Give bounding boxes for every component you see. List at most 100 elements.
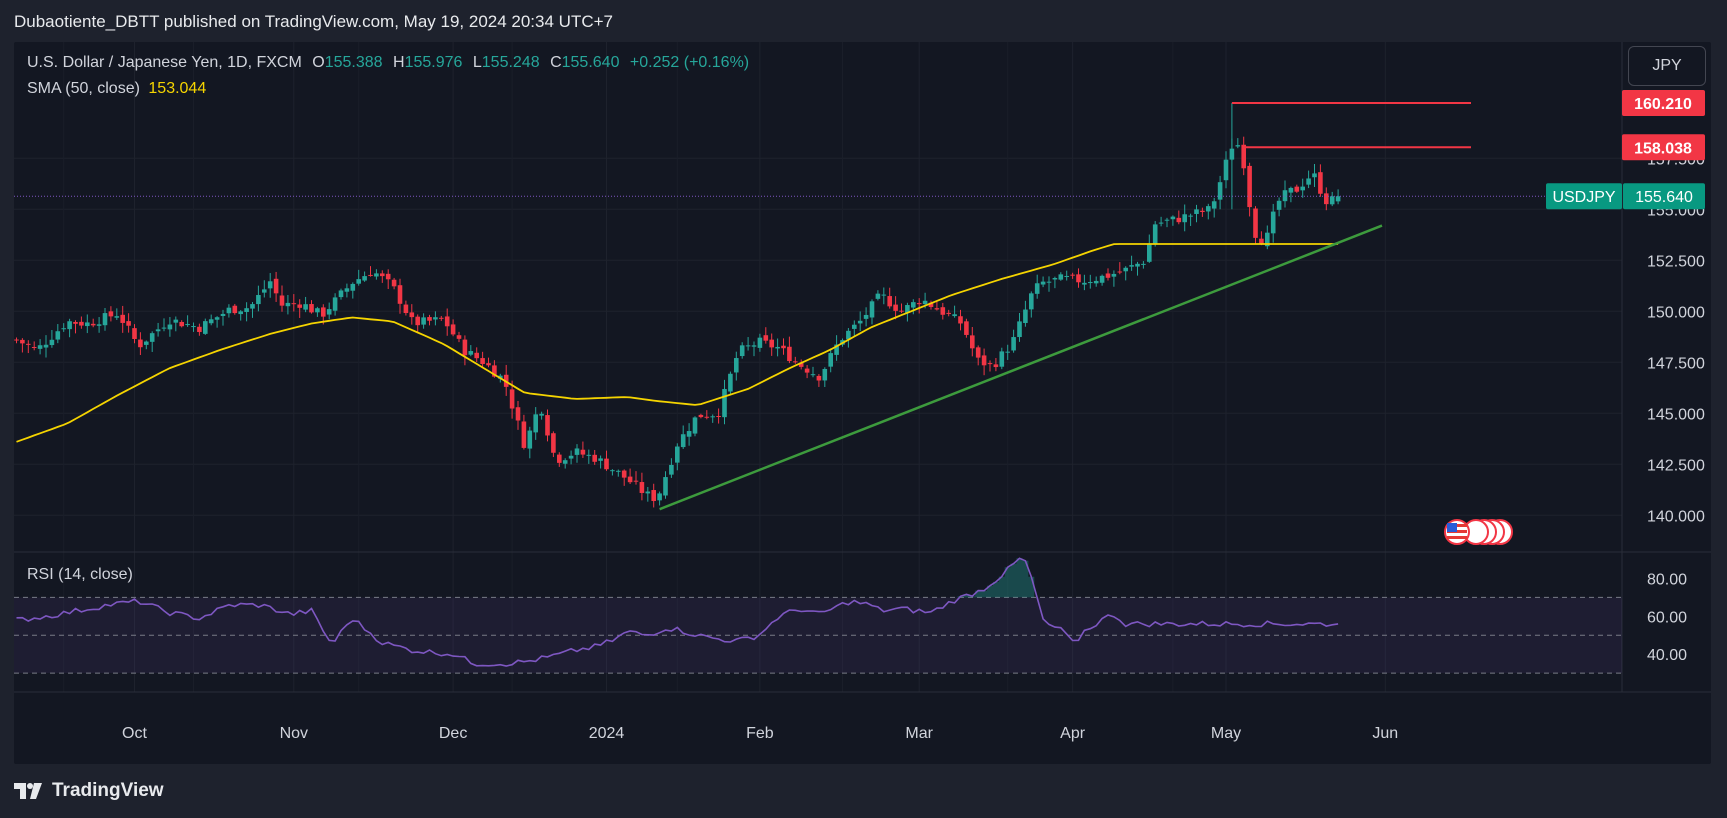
candle[interactable] — [1288, 187, 1294, 193]
candle[interactable] — [362, 276, 367, 281]
candle[interactable] — [905, 305, 910, 313]
candle[interactable] — [1170, 216, 1176, 220]
candle[interactable] — [999, 351, 1005, 367]
candle[interactable] — [787, 346, 792, 362]
candle[interactable] — [1335, 196, 1341, 202]
candle[interactable] — [1182, 214, 1187, 223]
candle[interactable] — [781, 345, 786, 349]
candle[interactable] — [468, 351, 474, 355]
candle[interactable] — [90, 323, 96, 326]
candle[interactable] — [385, 273, 391, 280]
candle[interactable] — [1123, 267, 1128, 272]
candle[interactable] — [1064, 275, 1069, 277]
candle[interactable] — [380, 273, 385, 277]
candle[interactable] — [332, 297, 338, 311]
candle[interactable] — [285, 302, 291, 307]
candle[interactable] — [993, 364, 999, 368]
candle[interactable] — [1300, 186, 1305, 191]
candle[interactable] — [1099, 275, 1105, 283]
candle[interactable] — [857, 320, 863, 324]
candle[interactable] — [1129, 265, 1134, 267]
candle[interactable] — [1164, 219, 1170, 221]
candle[interactable] — [545, 415, 550, 436]
candle[interactable] — [568, 455, 574, 459]
candle[interactable] — [61, 328, 66, 330]
candle[interactable] — [633, 480, 639, 482]
candle[interactable] — [1282, 190, 1288, 202]
candle[interactable] — [757, 337, 763, 348]
candle[interactable] — [940, 307, 946, 315]
candle[interactable] — [946, 312, 951, 314]
candle[interactable] — [96, 324, 102, 326]
candle[interactable] — [804, 368, 810, 373]
candle[interactable] — [262, 289, 267, 293]
price-label-158038[interactable]: 158.038 — [1622, 134, 1705, 161]
candle[interactable] — [981, 355, 987, 366]
candle[interactable] — [244, 308, 249, 312]
candle[interactable] — [67, 321, 72, 330]
candle[interactable] — [20, 339, 25, 344]
candle[interactable] — [881, 294, 887, 296]
chart-frame[interactable]: 140.000 142.500 145.000 147.500 150.000 152.5… — [14, 42, 1711, 764]
candle[interactable] — [899, 310, 904, 312]
candle[interactable] — [521, 421, 527, 448]
candle[interactable] — [356, 279, 361, 284]
candle[interactable] — [698, 414, 704, 418]
candle[interactable] — [1017, 321, 1022, 338]
candle[interactable] — [739, 345, 745, 357]
candle[interactable] — [893, 304, 898, 311]
candle[interactable] — [734, 358, 739, 373]
candle[interactable] — [1270, 211, 1276, 234]
candle[interactable] — [509, 389, 515, 409]
candle[interactable] — [267, 281, 273, 289]
candle[interactable] — [846, 330, 851, 340]
candle[interactable] — [728, 373, 733, 392]
candle[interactable] — [1217, 182, 1223, 200]
candle[interactable] — [616, 470, 621, 472]
candle[interactable] — [179, 321, 184, 327]
candle[interactable] — [1206, 206, 1211, 212]
candle[interactable] — [627, 476, 633, 483]
candle[interactable] — [1158, 222, 1164, 224]
candle[interactable] — [409, 312, 415, 318]
candle[interactable] — [403, 304, 409, 314]
candle[interactable] — [326, 309, 332, 315]
candle[interactable] — [987, 363, 993, 365]
candle[interactable] — [810, 374, 816, 376]
candle[interactable] — [43, 344, 49, 348]
candle[interactable] — [1176, 217, 1182, 223]
candle[interactable] — [763, 335, 769, 341]
candle[interactable] — [226, 307, 232, 314]
candle[interactable] — [598, 458, 603, 461]
candle[interactable] — [161, 327, 167, 329]
candle[interactable] — [1093, 280, 1099, 284]
candle[interactable] — [1194, 209, 1199, 214]
candle[interactable] — [716, 415, 721, 417]
event-flag-icon[interactable] — [1444, 519, 1513, 545]
candle[interactable] — [338, 290, 344, 298]
candle[interactable] — [14, 339, 19, 341]
candle[interactable] — [374, 273, 379, 277]
candle[interactable] — [315, 308, 320, 313]
candle[interactable] — [1318, 172, 1323, 194]
candle[interactable] — [462, 339, 468, 356]
candle[interactable] — [958, 316, 963, 324]
candle[interactable] — [751, 345, 757, 347]
candle[interactable] — [964, 321, 969, 335]
candle[interactable] — [1117, 271, 1123, 273]
candle[interactable] — [397, 285, 403, 304]
candle[interactable] — [1259, 238, 1264, 244]
candle[interactable] — [822, 368, 828, 381]
candle[interactable] — [492, 365, 497, 377]
candle[interactable] — [551, 433, 556, 453]
candle[interactable] — [26, 343, 31, 345]
candle[interactable] — [562, 460, 568, 464]
candle[interactable] — [350, 283, 356, 291]
candle[interactable] — [934, 308, 940, 310]
candle[interactable] — [291, 303, 297, 305]
candle[interactable] — [439, 317, 444, 319]
candle[interactable] — [1152, 224, 1158, 245]
candle[interactable] — [208, 319, 214, 324]
candle[interactable] — [663, 477, 668, 496]
candle[interactable] — [675, 446, 680, 463]
